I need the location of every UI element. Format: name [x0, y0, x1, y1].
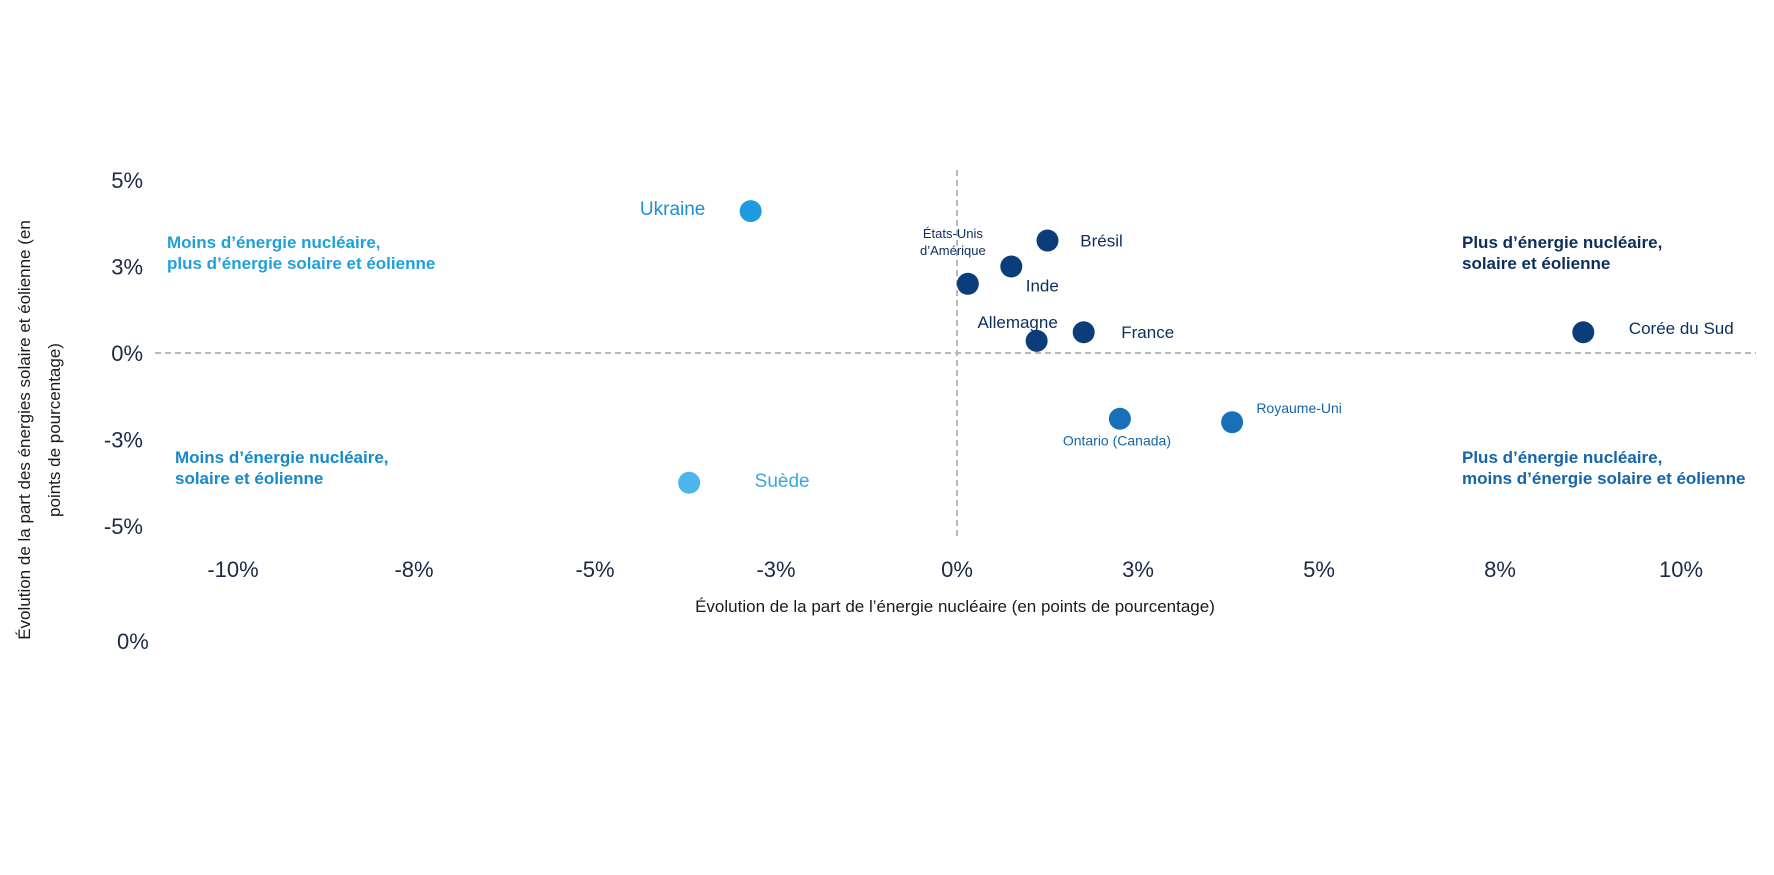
- y-axis-title: Évolution de la part des énergies solair…: [15, 220, 64, 640]
- data-point-1: [678, 471, 701, 494]
- data-point-2: [956, 272, 979, 295]
- quadrant-label-top-left-line-2: plus d’énergie solaire et éolienne: [167, 254, 435, 273]
- quadrant-labels: Moins d’énergie nucléaire, plus d’énergie…: [167, 233, 1745, 488]
- y-tick-label: -3%: [104, 428, 143, 453]
- x-tick-label: 3%: [1122, 557, 1154, 582]
- data-point-4: [1036, 229, 1059, 252]
- y-tick-label: 3%: [111, 255, 143, 280]
- quadrant-label-bottom-left-line-1: Moins d’énergie nucléaire,: [175, 448, 389, 467]
- data-point-0: [739, 200, 762, 223]
- point-label-9: Royaume-Uni: [1256, 400, 1342, 416]
- y-axis-title-line-2: points de pourcentage): [45, 343, 64, 517]
- point-label-1: Suède: [755, 471, 810, 492]
- point-labels: Ukraine Suède États-Unis d’Amérique Inde Brés…: [640, 199, 1734, 492]
- quadrant-label-top-right-line-1: Plus d’énergie nucléaire,: [1462, 233, 1662, 252]
- data-point-6: [1072, 321, 1095, 344]
- data-point-7: [1572, 321, 1595, 344]
- point-label-8: Ontario (Canada): [1063, 433, 1171, 449]
- quadrant-label-bottom-right-line-2: moins d’énergie solaire et éolienne: [1462, 469, 1745, 488]
- quadrant-label-bottom-left-line-2: solaire et éolienne: [175, 469, 323, 488]
- data-point-3: [1000, 255, 1023, 278]
- point-label-6: France: [1121, 323, 1174, 342]
- point-label-2-line-2: d’Amérique: [920, 243, 986, 258]
- point-label-2-line-1: États-Unis: [923, 226, 983, 241]
- x-tick-label: -8%: [394, 557, 433, 582]
- x-tick-label: -5%: [575, 557, 614, 582]
- data-point-5: [1025, 329, 1048, 352]
- data-point-8: [1108, 407, 1131, 430]
- data-points: [678, 200, 1595, 494]
- point-label-7: Corée du Sud: [1629, 319, 1734, 338]
- x-tick-label: -3%: [756, 557, 795, 582]
- data-point-9: [1221, 411, 1244, 434]
- x-axis-title: Évolution de la part de l’énergie nucléa…: [695, 597, 1215, 616]
- quadrant-label-top-right-line-2: solaire et éolienne: [1462, 254, 1610, 273]
- x-tick-label: 10%: [1659, 557, 1703, 582]
- x-tick-label: -10%: [207, 557, 258, 582]
- grid-layer: [155, 170, 1756, 538]
- y-tick-label: 0%: [111, 341, 143, 366]
- quadrant-label-bottom-right-line-1: Plus d’énergie nucléaire,: [1462, 448, 1662, 467]
- y-tick-label: 5%: [111, 168, 143, 193]
- point-label-5: Allemagne: [977, 313, 1057, 332]
- x-tick-label: 8%: [1484, 557, 1516, 582]
- extra-zero-label: 0%: [117, 629, 149, 654]
- x-tick-label: 5%: [1303, 557, 1335, 582]
- quadrant-label-top-left-line-1: Moins d’énergie nucléaire,: [167, 233, 381, 252]
- tick-layer: -10% -8% -5% -3% 0% 3% 5% 8% 10% 5% 3% 0% -3% -5%: [104, 168, 1703, 582]
- y-tick-label: -5%: [104, 514, 143, 539]
- point-label-4: Brésil: [1080, 232, 1123, 251]
- x-tick-label: 0%: [941, 557, 973, 582]
- point-label-3: Inde: [1026, 277, 1059, 296]
- y-axis-title-line-1: Évolution de la part des énergies solair…: [15, 220, 34, 640]
- point-label-0: Ukraine: [640, 199, 705, 220]
